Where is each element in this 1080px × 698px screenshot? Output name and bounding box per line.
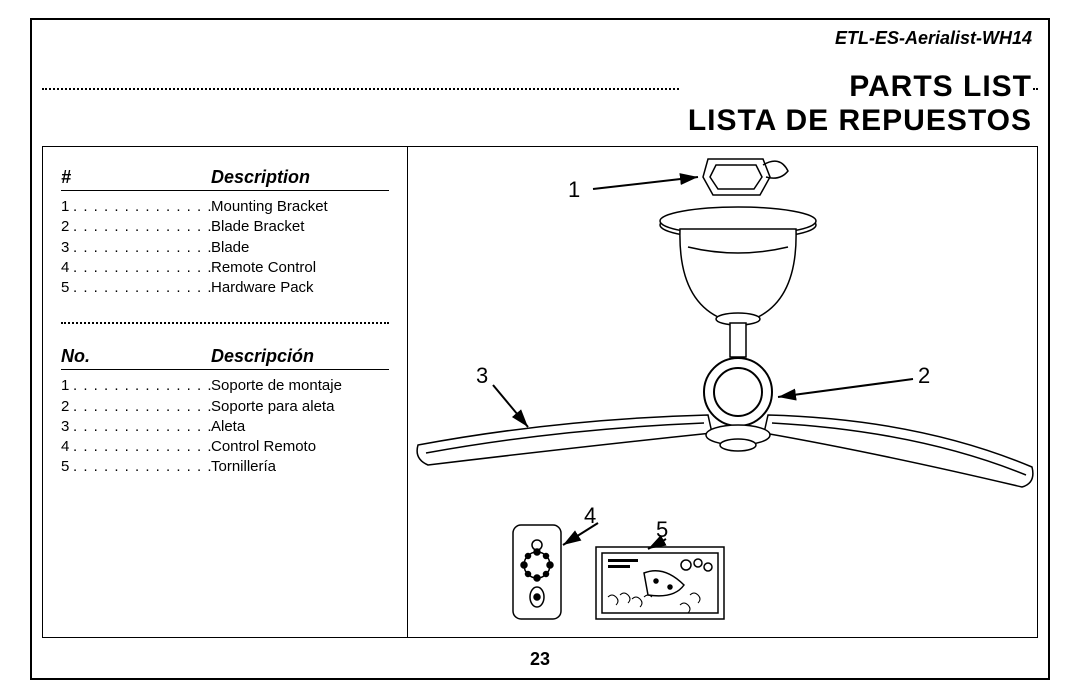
list-item-leader: . . . . . . . . . . . . . . . . . . . . … xyxy=(73,397,211,417)
title-block: PARTS LIST LISTA DE REPUESTOS xyxy=(680,70,1032,138)
list-item-leader: . . . . . . . . . . . . . . . . . . . . … xyxy=(73,376,211,396)
list-item-desc: Blade Bracket xyxy=(211,217,389,237)
list-item-desc: Soporte para aleta xyxy=(211,397,389,417)
hardware-pack-icon xyxy=(596,547,724,619)
title-english: PARTS LIST xyxy=(688,70,1032,104)
list-item-number: 2 xyxy=(61,217,73,237)
list-item-number: 5 xyxy=(61,278,73,298)
list-item: 2 . . . . . . . . . . . . . . . . . . . … xyxy=(61,217,389,237)
list-item-number: 4 xyxy=(61,258,73,278)
list-item-leader: . . . . . . . . . . . . . . . . . . . . … xyxy=(73,278,211,298)
page-number: 23 xyxy=(32,649,1048,670)
list-item-desc: Blade xyxy=(211,238,389,258)
col-header-desc-es: Descripción xyxy=(211,346,389,367)
blade-bracket-icon xyxy=(704,358,772,426)
col-header-desc-en: Description xyxy=(211,167,389,188)
list-item-leader: . . . . . . . . . . . . . . . . . . . . … xyxy=(73,238,211,258)
list-item-desc: Tornillería xyxy=(211,457,389,477)
list-item-number: 5 xyxy=(61,457,73,477)
list-item-leader: . . . . . . . . . . . . . . . . . . . . … xyxy=(73,197,211,217)
list-item-desc: Remote Control xyxy=(211,258,389,278)
list-item: 5 . . . . . . . . . . . . . . . . . . . … xyxy=(61,457,389,477)
list-divider xyxy=(61,322,389,324)
list-item-number: 1 xyxy=(61,197,73,217)
list-item: 1 . . . . . . . . . . . . . . . . . . . … xyxy=(61,197,389,217)
list-item-desc: Hardware Pack xyxy=(211,278,389,298)
col-header-num-es: No. xyxy=(61,346,211,367)
remote-control-icon xyxy=(513,525,561,619)
blade-icon xyxy=(417,415,1033,487)
list-es: 1 . . . . . . . . . . . . . . . . . . . … xyxy=(61,376,389,477)
list-item-number: 3 xyxy=(61,238,73,258)
list-item: 3 . . . . . . . . . . . . . . . . . . . … xyxy=(61,417,389,437)
list-item-leader: . . . . . . . . . . . . . . . . . . . . … xyxy=(73,417,211,437)
document-code: ETL-ES-Aerialist-WH14 xyxy=(835,28,1032,49)
page-frame: ETL-ES-Aerialist-WH14 PARTS LIST LISTA D… xyxy=(30,18,1050,680)
list-header-en: # Description xyxy=(61,167,389,191)
col-header-num-en: # xyxy=(61,167,211,188)
list-item: 1 . . . . . . . . . . . . . . . . . . . … xyxy=(61,376,389,396)
list-item: 3 . . . . . . . . . . . . . . . . . . . … xyxy=(61,238,389,258)
parts-diagram xyxy=(408,147,1038,627)
content-frame: # Description 1 . . . . . . . . . . . . … xyxy=(42,146,1038,638)
diagram-column: 1 3 2 4 5 xyxy=(408,147,1037,637)
list-item: 4 . . . . . . . . . . . . . . . . . . . … xyxy=(61,258,389,278)
list-item-number: 3 xyxy=(61,417,73,437)
canopy-icon xyxy=(680,229,796,325)
list-item: 4 . . . . . . . . . . . . . . . . . . . … xyxy=(61,437,389,457)
list-en: 1 . . . . . . . . . . . . . . . . . . . … xyxy=(61,197,389,298)
list-item-leader: . . . . . . . . . . . . . . . . . . . . … xyxy=(73,437,211,457)
list-item-leader: . . . . . . . . . . . . . . . . . . . . … xyxy=(73,258,211,278)
list-item-leader: . . . . . . . . . . . . . . . . . . . . … xyxy=(73,217,211,237)
list-item: 2 . . . . . . . . . . . . . . . . . . . … xyxy=(61,397,389,417)
parts-list-column: # Description 1 . . . . . . . . . . . . … xyxy=(43,147,408,637)
list-item-desc: Soporte de montaje xyxy=(211,376,389,396)
list-item-number: 4 xyxy=(61,437,73,457)
list-item-desc: Mounting Bracket xyxy=(211,197,389,217)
list-item-number: 2 xyxy=(61,397,73,417)
list-header-es: No. Descripción xyxy=(61,346,389,370)
list-item-desc: Aleta xyxy=(211,417,389,437)
mounting-bracket-icon xyxy=(703,159,788,195)
list-item: 5 . . . . . . . . . . . . . . . . . . . … xyxy=(61,278,389,298)
list-item-leader: . . . . . . . . . . . . . . . . . . . . … xyxy=(73,457,211,477)
list-item-number: 1 xyxy=(61,376,73,396)
title-spanish: LISTA DE REPUESTOS xyxy=(688,104,1032,138)
list-item-desc: Control Remoto xyxy=(211,437,389,457)
